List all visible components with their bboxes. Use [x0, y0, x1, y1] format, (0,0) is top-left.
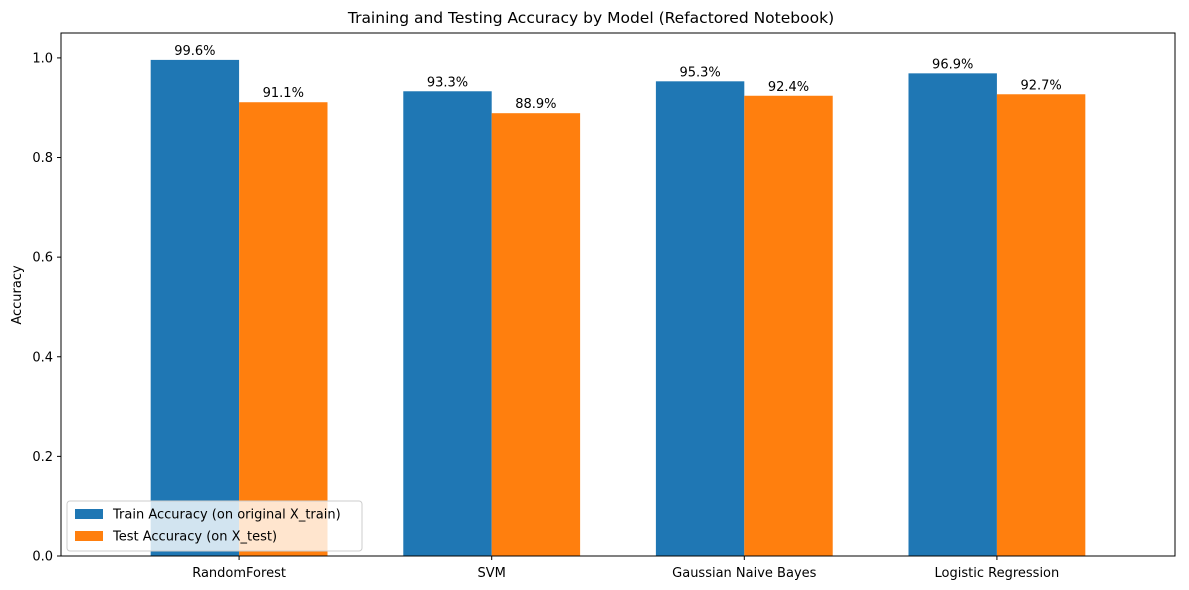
- legend: Train Accuracy (on original X_train) Tes…: [66, 500, 363, 552]
- axes-frame: [60, 32, 1176, 557]
- bar-test-0: [239, 102, 328, 557]
- bar-test-1: [491, 113, 581, 557]
- data-label-test-0: 91.1%: [263, 86, 304, 101]
- y-axis-label: Accuracy: [10, 265, 25, 325]
- y-tick-label-5: 1.0: [32, 51, 53, 66]
- legend-swatch-test: [75, 531, 103, 541]
- bar-train-1: [403, 91, 492, 556]
- plot-area: 99.6% 93.3% 95.3% 96.9% 91.1% 88.9% 92.4% 92.7%…: [32, 32, 1176, 581]
- data-label-test-1: 88.9%: [515, 97, 556, 112]
- legend-label-train: Train Accuracy (on original X_train): [112, 508, 341, 523]
- y-tick-label-2: 0.4: [32, 350, 53, 365]
- x-tick-label-0: RandomForest: [192, 566, 286, 581]
- y-tick-label-4: 0.8: [32, 151, 53, 166]
- data-label-test-2: 92.4%: [768, 80, 809, 95]
- x-tick-label-3: Logistic Regression: [935, 566, 1060, 581]
- y-tick-label-3: 0.6: [32, 251, 53, 266]
- data-label-test-3: 92.7%: [1020, 78, 1061, 93]
- bar-test-3: [996, 94, 1086, 556]
- legend-swatch-train: [75, 509, 103, 519]
- data-label-train-1: 93.3%: [427, 75, 468, 90]
- data-label-train-0: 99.6%: [174, 44, 215, 59]
- y-tick-label-1: 0.2: [32, 450, 53, 465]
- legend-label-test: Test Accuracy (on X_test): [112, 530, 277, 545]
- legend-frame: [66, 500, 363, 552]
- data-label-train-2: 95.3%: [679, 65, 720, 80]
- chart-title: Training and Testing Accuracy by Model (…: [347, 9, 834, 27]
- data-label-train-3: 96.9%: [932, 57, 973, 72]
- bar-train-2: [655, 81, 745, 556]
- bar-test-2: [744, 95, 833, 556]
- bar-train-0: [150, 59, 240, 556]
- x-tick-label-2: Gaussian Naive Bayes: [672, 566, 816, 581]
- y-tick-label-0: 0.0: [32, 550, 53, 565]
- bar-train-3: [908, 73, 997, 557]
- x-tick-label-1: SVM: [478, 566, 506, 581]
